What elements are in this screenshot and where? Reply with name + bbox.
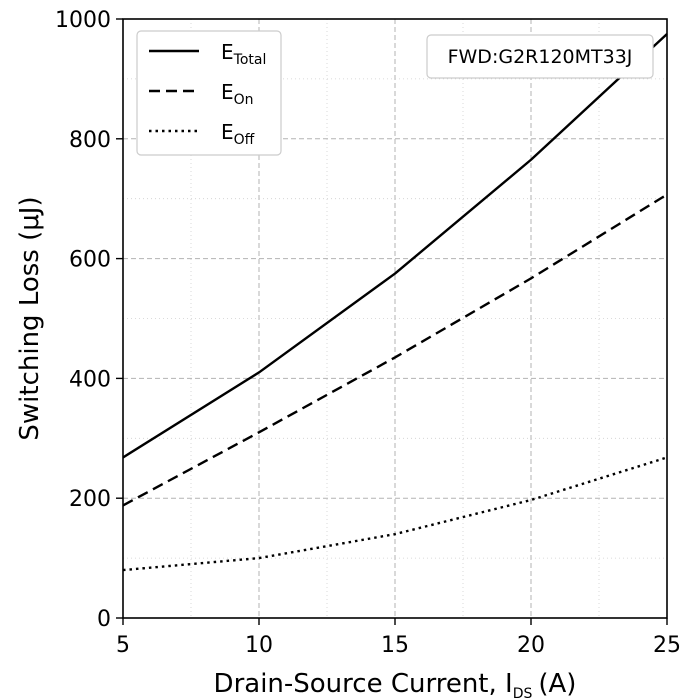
y-tick-label: 1000	[55, 8, 111, 33]
x-tick-label: 5	[116, 633, 130, 658]
x-tick-label: 15	[381, 633, 409, 658]
legend-label-on: EOn	[221, 80, 254, 108]
annotation-frame	[426, 34, 654, 79]
plot-lines	[122, 33, 668, 572]
legend-frame	[136, 30, 282, 156]
annotation-box: FWD:G2R120MT33J	[426, 34, 654, 79]
series-line-off	[122, 456, 668, 572]
y-tick-label: 200	[69, 487, 111, 512]
series-line-total	[122, 33, 668, 459]
x-axis-label-subscript: DS	[513, 686, 533, 700]
y-tick-label: 600	[69, 248, 111, 273]
legend-label-total: ETotal	[221, 40, 266, 68]
x-tick-label: 10	[245, 633, 273, 658]
series-line-on	[122, 193, 668, 507]
y-axis-label: Switching Loss (μJ)	[15, 196, 45, 440]
x-axis-label-unit: (A)	[538, 669, 576, 699]
annotation-text: FWD:G2R120MT33J	[448, 46, 633, 68]
x-tick-label: 20	[517, 633, 545, 658]
legend-label-off: EOff	[221, 120, 255, 148]
x-tick-label: 25	[653, 633, 681, 658]
x-axis-label: Drain-Source Current, IDS (A)	[214, 669, 577, 700]
y-tick-label: 800	[69, 128, 111, 153]
y-tick-label: 400	[69, 367, 111, 392]
legend: ETotal EOn EOff	[136, 30, 282, 156]
axis-ticks: 5 10 15 20 25 0 200 400 600 800 1000	[55, 8, 681, 658]
y-tick-label: 0	[97, 607, 111, 632]
